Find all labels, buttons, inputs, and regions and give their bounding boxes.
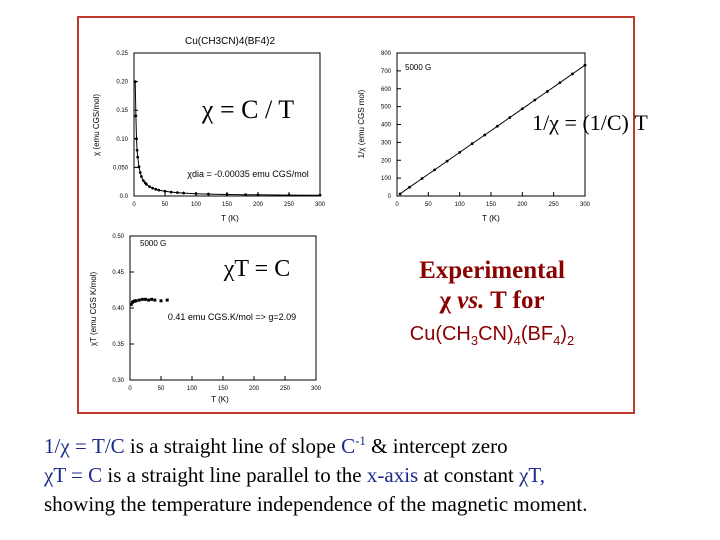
chart2-legend: 5000 G — [405, 63, 431, 72]
chart1-ytick-label: 0.0 — [120, 194, 129, 200]
chart2-ylabel: 1/χ (emu CGS mol) — [357, 89, 366, 158]
chart1-xtick-label: 50 — [162, 202, 169, 208]
chart2-xtick-label: 200 — [517, 202, 528, 208]
chart1-xtick-label: 0 — [132, 202, 136, 208]
chart3-xtick-label: 300 — [311, 386, 322, 392]
chart3-xlabel: T (K) — [211, 395, 229, 404]
chart3-xtick-label: 200 — [249, 386, 260, 392]
chart2-xtick-label: 0 — [395, 202, 399, 208]
chart3-point — [134, 299, 138, 303]
chart3-point — [153, 298, 157, 302]
chart2-series-line — [399, 64, 586, 195]
chart1-xtick-label: 300 — [315, 202, 326, 208]
chart1-ytick-label: 0.20 — [116, 80, 128, 86]
chart3-point — [165, 298, 169, 302]
chart2-xtick-label: 250 — [549, 202, 560, 208]
chart3-point — [150, 297, 154, 301]
compound-formula: Cu(CH3CN)4(BF4)2 — [409, 323, 575, 348]
chart3-legend: 5000 G — [140, 239, 166, 248]
chart1-ytick-label: 0.25 — [116, 51, 128, 57]
chart3-ytick-label: 0.50 — [112, 234, 124, 240]
chart2-ytick-label: 600 — [381, 87, 392, 93]
chart3-xtick-label: 0 — [128, 386, 132, 392]
chart1-annotation: χdia = -0.00035 emu CGS/mol — [187, 169, 309, 179]
t-for-text: T for — [490, 287, 545, 314]
chart3-point — [159, 299, 163, 303]
chart-inv-chi-vs-t: 1/χ (emu CGS mol) T (K) 5000 G 1/χ = (1/… — [357, 51, 648, 223]
note-line-3: showing the temperature independence of … — [44, 492, 588, 516]
chart2-ytick-label: 100 — [381, 176, 392, 182]
chart2-ytick-label: 300 — [381, 140, 392, 146]
chart1-title: Cu(CH3CN)4(BF4)2 — [185, 36, 275, 47]
chart2-xtick-label: 100 — [455, 202, 466, 208]
chart2-formula: 1/χ = (1/C) T — [532, 110, 648, 135]
note-line-2: χT = C is a straight line parallel to th… — [44, 463, 545, 487]
experimental-line2: χ vs. T for — [372, 286, 612, 316]
chart1-xtick-label: 100 — [191, 202, 202, 208]
chart2-xtick-label: 50 — [425, 202, 432, 208]
chart1-ytick-label: 0.10 — [116, 137, 128, 143]
chart2-xlabel: T (K) — [482, 214, 500, 223]
chart2-xtick-label: 300 — [580, 202, 591, 208]
chart2-xtick-label: 150 — [486, 202, 497, 208]
chart2-ytick-label: 700 — [381, 69, 392, 75]
chart3-point — [129, 302, 133, 306]
chart3-ytick-label: 0.40 — [112, 306, 124, 312]
chart3-xtick-label: 100 — [187, 386, 198, 392]
chart3-xtick-label: 250 — [280, 386, 291, 392]
figure-frame — [77, 16, 635, 414]
chart-chit-vs-t: χT (emu CGS K/mol) T (K) 5000 G χT = C 0… — [89, 234, 322, 404]
chart1-xtick-label: 150 — [222, 202, 233, 208]
note-line-1: 1/χ = T/C is a straight line of slope C-… — [44, 433, 508, 458]
chi-symbol: χ — [439, 287, 451, 314]
chart1-xtick-label: 250 — [284, 202, 295, 208]
chart2-ytick-label: 0 — [388, 194, 392, 200]
chart-chi-vs-t: Cu(CH3CN)4(BF4)2 χ (emu CGS/mol) T (K) χ… — [92, 36, 326, 223]
chart2-ytick-label: 400 — [381, 123, 392, 129]
chart1-formula: χ = C / T — [201, 95, 294, 124]
chart3-annotation: 0.41 emu CGS.K/mol => g=2.09 — [168, 312, 296, 322]
chart1-ylabel: χ (emu CGS/mol) — [92, 94, 101, 156]
chart3-ylabel: χT (emu CGS K/mol) — [89, 272, 98, 347]
vs-text: vs. — [457, 287, 485, 314]
chart3-point — [137, 298, 141, 302]
chart1-ytick-label: 0.050 — [113, 165, 129, 171]
experimental-title: Experimental χ vs. T for Cu(CH3CN)4(BF4)… — [372, 256, 612, 355]
explanation-text: 1/χ = T/C is a straight line of slope C-… — [44, 426, 714, 519]
chart1-series-line — [134, 81, 321, 196]
chart3-point — [144, 297, 147, 301]
chart2-ytick-label: 800 — [381, 51, 392, 57]
chart3-xtick-label: 150 — [218, 386, 229, 392]
chart1-ytick-label: 0.15 — [116, 108, 128, 114]
experimental-line1: Experimental — [419, 257, 565, 284]
chart2-ytick-label: 500 — [381, 105, 392, 111]
chart3-ytick-label: 0.45 — [112, 270, 124, 276]
chart3-xtick-label: 50 — [158, 386, 165, 392]
chart1-xlabel: T (K) — [221, 214, 239, 223]
chart3-ytick-label: 0.35 — [112, 342, 124, 348]
chart3-formula: χT = C — [223, 256, 290, 282]
chart2-ytick-label: 200 — [381, 158, 392, 164]
chart1-xtick-label: 200 — [253, 202, 264, 208]
chart3-point — [147, 298, 151, 302]
chart3-ytick-label: 0.30 — [112, 378, 124, 384]
chart3-point — [140, 297, 144, 301]
